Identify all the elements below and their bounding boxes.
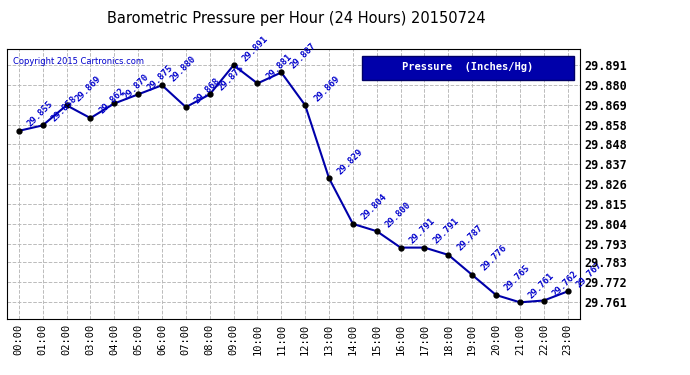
Text: Copyright 2015 Cartronics.com: Copyright 2015 Cartronics.com [12, 57, 144, 66]
Text: 29.800: 29.800 [384, 200, 413, 229]
Text: 29.887: 29.887 [288, 41, 317, 70]
Text: 29.765: 29.765 [503, 264, 532, 293]
Text: 29.869: 29.869 [74, 74, 103, 103]
Text: 29.804: 29.804 [360, 192, 389, 222]
Text: 29.762: 29.762 [551, 269, 580, 298]
Text: 29.875: 29.875 [217, 63, 246, 92]
Text: 29.880: 29.880 [169, 54, 198, 83]
Text: Barometric Pressure per Hour (24 Hours) 20150724: Barometric Pressure per Hour (24 Hours) … [108, 11, 486, 26]
Text: 29.761: 29.761 [527, 271, 556, 300]
Text: Pressure  (Inches/Hg): Pressure (Inches/Hg) [402, 62, 533, 72]
Text: 29.855: 29.855 [26, 99, 55, 129]
Text: 29.776: 29.776 [479, 244, 509, 273]
Text: 29.829: 29.829 [336, 147, 365, 176]
Text: 29.791: 29.791 [408, 216, 437, 245]
Text: 29.787: 29.787 [455, 224, 484, 253]
Text: 29.881: 29.881 [264, 52, 293, 81]
Text: 29.767: 29.767 [575, 260, 604, 289]
Text: 29.891: 29.891 [241, 34, 270, 63]
Text: 29.858: 29.858 [50, 94, 79, 123]
FancyBboxPatch shape [362, 56, 574, 80]
Text: 29.868: 29.868 [193, 76, 222, 105]
Text: 29.875: 29.875 [145, 63, 175, 92]
Text: 29.869: 29.869 [312, 74, 342, 103]
Text: 29.870: 29.870 [121, 72, 150, 101]
Text: 29.791: 29.791 [431, 216, 461, 245]
Text: 29.862: 29.862 [97, 87, 126, 116]
